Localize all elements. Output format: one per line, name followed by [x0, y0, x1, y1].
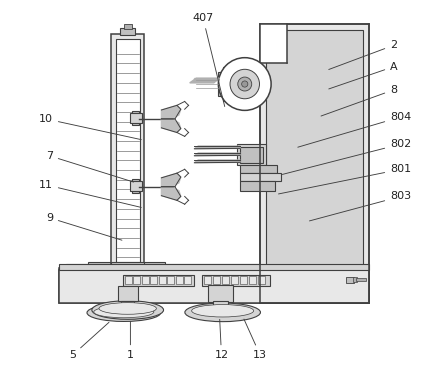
Bar — [113, 301, 134, 313]
Text: 10: 10 — [39, 114, 141, 140]
Bar — [142, 276, 149, 284]
Bar — [133, 276, 140, 284]
Text: 8: 8 — [321, 85, 397, 116]
Bar — [240, 276, 247, 284]
Bar — [346, 277, 354, 283]
Polygon shape — [190, 78, 220, 83]
Text: 802: 802 — [282, 139, 412, 174]
Text: 1: 1 — [127, 321, 134, 360]
Bar — [213, 276, 220, 284]
Polygon shape — [161, 187, 181, 200]
Bar — [123, 275, 194, 286]
Bar — [120, 28, 136, 35]
Bar — [184, 276, 191, 284]
Polygon shape — [161, 173, 181, 187]
Ellipse shape — [99, 303, 156, 314]
Text: 804: 804 — [298, 112, 412, 147]
Bar — [240, 181, 275, 191]
Bar — [88, 261, 165, 266]
Bar — [132, 179, 140, 193]
Bar — [59, 270, 369, 303]
Text: 7: 7 — [46, 151, 134, 182]
Bar — [218, 72, 227, 96]
Text: 5: 5 — [69, 322, 109, 360]
Bar — [124, 276, 132, 284]
Circle shape — [218, 58, 271, 110]
Bar — [121, 301, 134, 308]
Ellipse shape — [94, 306, 154, 318]
Bar — [222, 276, 229, 284]
Bar — [111, 33, 144, 266]
Polygon shape — [194, 146, 240, 149]
Bar — [116, 39, 140, 262]
Bar — [59, 268, 369, 303]
Bar — [256, 72, 266, 96]
Bar — [260, 24, 369, 303]
Text: 12: 12 — [214, 319, 229, 360]
Polygon shape — [161, 119, 181, 133]
Bar — [208, 285, 233, 302]
Bar — [176, 276, 183, 284]
Bar — [266, 30, 363, 297]
Bar — [356, 278, 366, 281]
Bar — [260, 24, 288, 63]
Circle shape — [241, 81, 248, 87]
Bar — [249, 276, 256, 284]
Bar — [66, 264, 361, 270]
Ellipse shape — [185, 303, 260, 322]
Bar — [118, 286, 138, 301]
Text: 13: 13 — [244, 319, 267, 360]
Bar — [167, 276, 174, 284]
Bar — [59, 264, 369, 270]
Bar — [237, 144, 266, 165]
Circle shape — [230, 69, 260, 99]
Bar — [240, 173, 281, 181]
Bar — [204, 276, 211, 284]
Text: 801: 801 — [279, 164, 411, 194]
Bar — [159, 276, 166, 284]
Bar — [202, 275, 270, 286]
Text: 803: 803 — [310, 191, 411, 221]
Polygon shape — [194, 160, 240, 163]
Bar — [111, 261, 144, 266]
Bar — [353, 277, 357, 282]
Text: 407: 407 — [192, 13, 225, 107]
Bar — [231, 276, 238, 284]
Text: 11: 11 — [39, 180, 141, 207]
Bar — [130, 181, 142, 191]
Bar — [240, 147, 263, 163]
Bar — [132, 111, 140, 125]
Polygon shape — [194, 78, 218, 80]
Ellipse shape — [87, 304, 161, 321]
Bar — [257, 276, 264, 284]
Ellipse shape — [192, 305, 254, 317]
Circle shape — [238, 77, 252, 91]
Text: 9: 9 — [46, 213, 122, 240]
Polygon shape — [161, 105, 181, 119]
Bar — [130, 113, 142, 123]
Text: A: A — [329, 61, 398, 89]
Ellipse shape — [92, 301, 163, 319]
Bar — [223, 67, 256, 102]
Bar — [124, 24, 132, 29]
Bar — [213, 301, 229, 311]
Text: 2: 2 — [329, 40, 397, 70]
Bar — [150, 276, 157, 284]
Bar — [240, 165, 277, 173]
Polygon shape — [194, 153, 240, 156]
